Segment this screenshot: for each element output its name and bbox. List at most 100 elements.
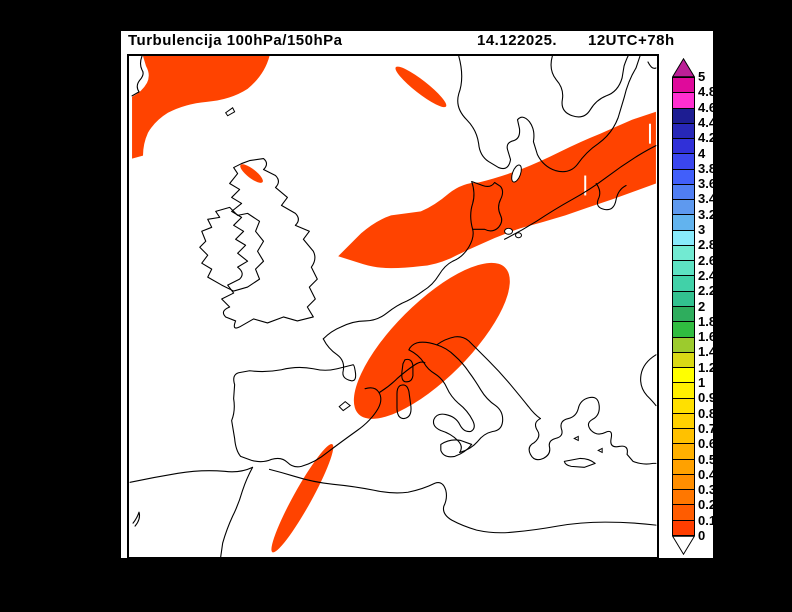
colorbar-cell: [673, 230, 694, 246]
colorbar-cell: [673, 459, 694, 475]
coast-aegean-island: [597, 447, 603, 454]
coast-mallorca: [338, 400, 351, 412]
coast-sardinia: [396, 384, 412, 420]
colorbar-cell: [673, 368, 694, 384]
turbulence-region-alps-north-italy-band: [353, 262, 510, 419]
colorbar-label: 0.9: [698, 390, 717, 406]
colorbar-label: 0.6: [698, 436, 717, 452]
coast-iberia: [231, 364, 382, 468]
colorbar-cell: [673, 245, 694, 262]
coast-ireland: [199, 206, 265, 292]
coast-corsica: [401, 358, 414, 383]
coast-danish-island: [504, 227, 514, 235]
coast-denmark: [470, 180, 504, 232]
coast-gulf-of-bothnia: [550, 56, 629, 118]
colorbar-cell: [673, 352, 694, 369]
colorbar-cell: [673, 490, 694, 506]
colorbar-label: 3.6: [698, 176, 717, 192]
colorbar-label: 2.4: [698, 267, 717, 283]
coast-aegean-island: [573, 435, 579, 442]
turbulence-region-north-sea-to-baltic-band: [338, 111, 656, 269]
colorbar-label: 1.6: [698, 329, 717, 345]
colorbar-cell: [673, 383, 694, 399]
coast-iceland: [131, 56, 144, 97]
colorbar-label: 0.1: [698, 512, 717, 528]
colorbar-cell: [673, 154, 694, 170]
colorbar-label: 5: [698, 69, 706, 84]
colorbar-cell: [673, 474, 694, 491]
colorbar-label: 1.4: [698, 344, 717, 360]
colorbar-label: 0.2: [698, 497, 717, 513]
coast-italy-west: [408, 349, 475, 453]
coast-morocco-west: [220, 466, 254, 557]
coast-france-west: [322, 338, 357, 382]
coast-faroe: [224, 107, 236, 117]
coast-great-britain: [221, 158, 318, 329]
colorbar-cell: [673, 123, 694, 140]
colorbar-label: 4.6: [698, 99, 717, 115]
colorbar-cell: [673, 520, 694, 535]
colorbar-label: 0.7: [698, 420, 717, 436]
colorbar-cell: [673, 78, 694, 94]
colorbar-cell: [673, 215, 694, 231]
coastlines: [129, 56, 657, 557]
colorbar-cell: [673, 261, 694, 277]
turbulence-regions: [132, 56, 656, 553]
colorbar-cell: [673, 169, 694, 185]
colorbar-arrow-up: [672, 58, 695, 77]
colorbar-cell: [673, 322, 694, 338]
map-panel: [127, 54, 659, 559]
colorbar-label: 4: [698, 145, 706, 161]
plot-canvas: Turbulencija 100hPa/150hPa 14.122025. 1 2…: [121, 31, 716, 559]
colorbar-label: 3.8: [698, 160, 717, 176]
turbulence-region-north-scotland-sliver: [240, 164, 263, 183]
coast-white-sea: [647, 61, 657, 69]
coast-greece-aegean: [528, 396, 657, 465]
coast-crete: [563, 457, 596, 468]
colorbar-label: 0.4: [698, 466, 717, 482]
colorbar-label: 2: [698, 298, 706, 314]
colorbar-cell: [673, 337, 694, 353]
colorbar-cell: [673, 429, 694, 445]
colorbar-label: 3.4: [698, 191, 717, 207]
coast-france-north: [322, 290, 424, 340]
colorbar-cell: [673, 184, 694, 201]
colorbar-label: 1: [698, 375, 706, 390]
plot-date: 14.122025.: [477, 32, 558, 49]
turbulence-region-algeria-mediterranean-sliver: [271, 444, 334, 553]
coast-italy-east: [408, 341, 504, 453]
colorbar-cell: [673, 108, 694, 124]
coast-danish-island: [515, 232, 522, 239]
colorbar-label: 4.8: [698, 84, 717, 100]
colorbar-label: 0: [698, 528, 706, 543]
coast-gulf-of-riga: [595, 182, 627, 211]
coast-adriatic-north: [436, 336, 541, 420]
coast-scandinavia: [457, 56, 641, 173]
colorbar-label: 3: [698, 222, 706, 237]
turbulence-region-northwest-atlantic-iceland: [132, 56, 270, 159]
colorbar-arrow-down: [672, 536, 695, 555]
colorbar-cell: [673, 93, 694, 109]
colorbar-cell: [673, 291, 694, 307]
turbulence-region-southern-norway-sliver: [395, 66, 447, 108]
colorbar-label: 2.2: [698, 283, 717, 299]
coast-sicily: [440, 439, 473, 458]
colorbar-label: 4.4: [698, 114, 717, 130]
coast-bottom-left-mark: [132, 511, 141, 527]
colorbar-cell: [673, 139, 694, 155]
colorbar-label: 1.8: [698, 313, 717, 329]
coast-morocco-north: [129, 466, 254, 483]
colorbar-label: 3.2: [698, 206, 717, 222]
colorbar-cell: [673, 398, 694, 414]
coast-gotland: [511, 164, 522, 183]
colorbar-label: 2.8: [698, 237, 717, 253]
coast-black-sea: [640, 354, 657, 407]
colorbar-label: 2.6: [698, 252, 717, 268]
colorbar-cell: [673, 200, 694, 216]
europe-map: [129, 56, 657, 557]
plot-title: Turbulencija 100hPa/150hPa: [128, 32, 343, 49]
colorbar-cell: [673, 413, 694, 430]
colorbar-cell: [673, 306, 694, 323]
colorbar-label: 0.5: [698, 451, 717, 467]
